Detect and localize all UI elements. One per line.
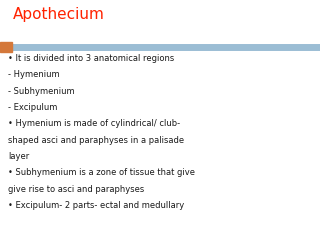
Text: - Excipulum: - Excipulum (8, 103, 57, 112)
Text: - Subhymenium: - Subhymenium (8, 87, 75, 96)
Text: • Excipulum- 2 parts- ectal and medullary: • Excipulum- 2 parts- ectal and medullar… (8, 201, 184, 210)
Text: give rise to asci and paraphyses: give rise to asci and paraphyses (8, 185, 144, 193)
Text: shaped asci and paraphyses in a palisade: shaped asci and paraphyses in a palisade (8, 136, 184, 144)
Text: • Subhymenium is a zone of tissue that give: • Subhymenium is a zone of tissue that g… (8, 168, 195, 177)
Text: Apothecium: Apothecium (13, 7, 105, 22)
Text: - Hymenium: - Hymenium (8, 70, 60, 79)
Bar (0, 42, 12, 52)
Text: layer: layer (8, 152, 29, 161)
Text: • Hymenium is made of cylindrical/ club-: • Hymenium is made of cylindrical/ club- (8, 119, 180, 128)
Text: • It is divided into 3 anatomical regions: • It is divided into 3 anatomical region… (8, 54, 174, 63)
